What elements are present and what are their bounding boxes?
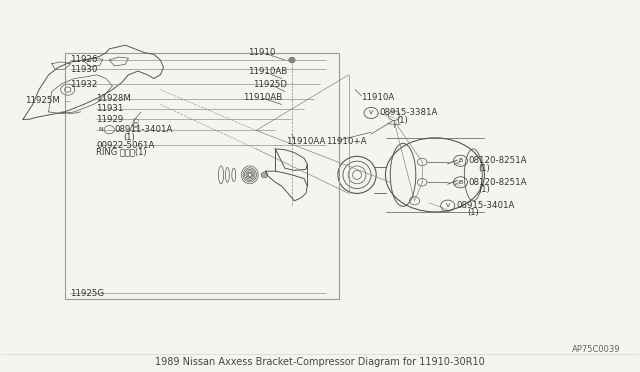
Text: 08120-8251A: 08120-8251A [468,178,527,187]
Ellipse shape [261,172,268,178]
Text: 00922-5061A: 00922-5061A [97,141,155,150]
Text: 11931: 11931 [97,105,124,113]
Text: (1): (1) [478,185,490,194]
Text: (1): (1) [397,116,408,125]
Text: 11925D: 11925D [253,80,287,89]
Text: 08120-8251A: 08120-8251A [468,156,527,165]
Ellipse shape [289,57,295,63]
Text: RING リング(1): RING リング(1) [97,147,147,156]
Text: 11932: 11932 [70,80,97,89]
Text: (1): (1) [124,132,135,142]
Text: 08915-3381A: 08915-3381A [380,109,438,118]
Text: 08911-3401A: 08911-3401A [115,125,173,134]
Text: N: N [99,127,103,132]
Text: B: B [458,158,463,163]
Text: 11925M: 11925M [25,96,60,105]
Text: 1989 Nissan Axxess Bracket-Compressor Diagram for 11910-30R10: 1989 Nissan Axxess Bracket-Compressor Di… [155,357,485,367]
Text: AP75C0039: AP75C0039 [572,344,620,353]
Text: 11910AA: 11910AA [286,137,326,146]
Text: V: V [445,203,450,208]
Text: 11925G: 11925G [70,289,104,298]
Bar [65,52,339,299]
Text: 11928M: 11928M [97,94,131,103]
Text: 11910AB: 11910AB [243,93,283,102]
Text: 11910A: 11910A [362,93,395,102]
Text: 11910AB: 11910AB [248,67,288,76]
Text: 08915-3401A: 08915-3401A [456,201,515,210]
Text: 11929: 11929 [97,115,124,124]
Text: (1): (1) [478,164,490,173]
Text: 11910+A: 11910+A [326,137,367,146]
Text: (1): (1) [467,208,479,217]
Text: 11926: 11926 [70,55,97,64]
Text: 11930: 11930 [70,65,97,74]
Text: 11910: 11910 [248,48,276,57]
Text: V: V [369,110,373,115]
Text: B: B [458,180,463,185]
